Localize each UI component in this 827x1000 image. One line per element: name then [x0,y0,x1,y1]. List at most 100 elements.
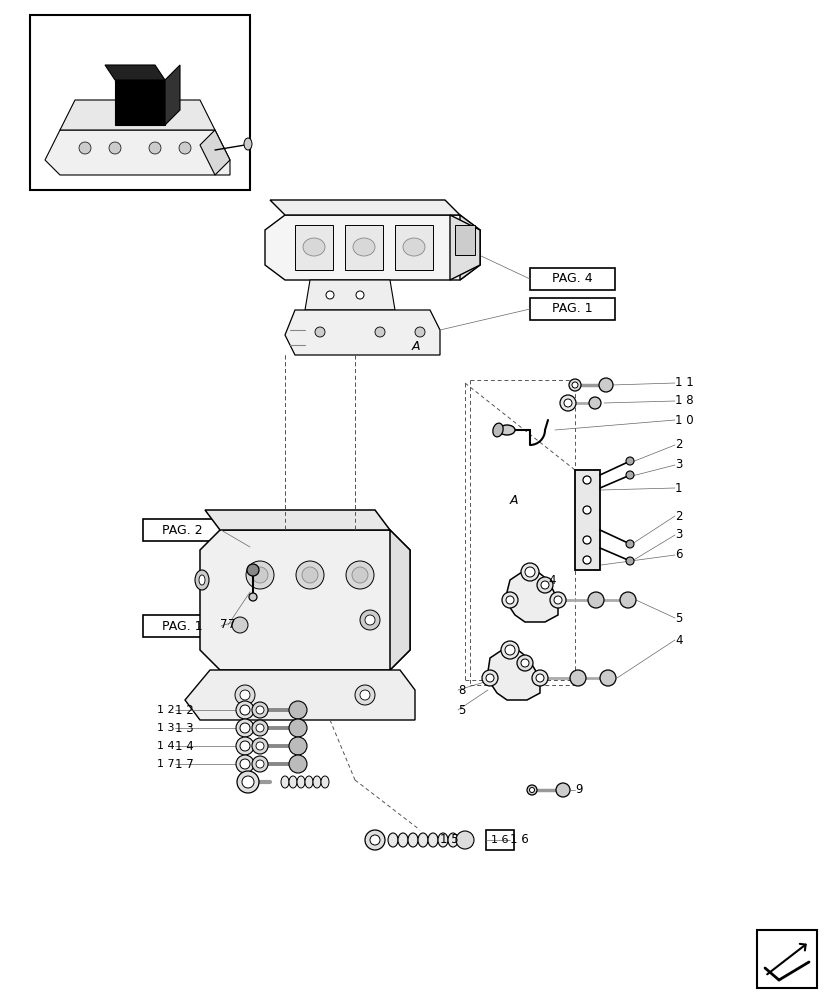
Circle shape [582,506,590,514]
Circle shape [240,759,250,769]
Circle shape [302,567,318,583]
Bar [143,615,221,637]
Text: 1 2: 1 2 [174,704,194,716]
Ellipse shape [418,833,428,847]
Ellipse shape [304,776,313,788]
Ellipse shape [303,238,325,256]
Circle shape [295,561,323,589]
Circle shape [240,723,250,733]
Polygon shape [504,572,557,622]
Ellipse shape [492,423,503,437]
Text: 1 5: 1 5 [439,833,458,846]
Text: 3: 3 [674,528,681,542]
Ellipse shape [244,138,251,150]
Circle shape [251,738,268,754]
Bar [529,268,614,290]
Circle shape [365,615,375,625]
Ellipse shape [289,776,297,788]
Text: 1 4: 1 4 [157,741,174,751]
Text: 1 6: 1 6 [509,833,528,846]
Ellipse shape [313,776,321,788]
Circle shape [236,701,254,719]
Circle shape [582,556,590,564]
Ellipse shape [297,776,304,788]
Text: 1 4: 1 4 [174,740,194,752]
Bar [455,225,475,255]
Text: 1 3: 1 3 [174,722,194,734]
Ellipse shape [403,238,424,256]
Text: 2: 2 [674,438,681,452]
Circle shape [256,742,264,750]
Ellipse shape [280,776,289,788]
Polygon shape [345,225,383,270]
Ellipse shape [398,833,408,847]
Circle shape [537,577,552,593]
Circle shape [246,564,259,576]
Circle shape [256,706,264,714]
Polygon shape [60,100,215,130]
Circle shape [520,659,528,667]
Polygon shape [394,225,433,270]
Circle shape [456,831,473,849]
Circle shape [582,536,590,544]
Circle shape [79,142,91,154]
Circle shape [540,581,548,589]
Circle shape [571,382,577,388]
Circle shape [516,655,533,671]
Ellipse shape [195,570,208,590]
Circle shape [240,741,250,751]
Circle shape [314,327,325,337]
Ellipse shape [321,776,328,788]
Circle shape [588,397,600,409]
Circle shape [563,399,571,407]
Circle shape [555,783,569,797]
Text: 3: 3 [674,458,681,472]
Polygon shape [304,280,394,310]
Circle shape [251,567,268,583]
Text: 1 8: 1 8 [674,394,693,408]
Text: 7: 7 [227,618,235,632]
Polygon shape [574,470,600,570]
Circle shape [500,641,519,659]
Text: PAG. 1: PAG. 1 [552,302,592,316]
Circle shape [179,142,191,154]
Text: 5: 5 [457,704,465,716]
Bar [30,15,250,190]
Circle shape [526,785,537,795]
Text: 5: 5 [674,611,681,624]
Circle shape [289,755,307,773]
Circle shape [149,142,160,154]
Circle shape [246,561,274,589]
Circle shape [501,592,518,608]
Circle shape [351,567,367,583]
Circle shape [625,540,633,548]
Circle shape [587,592,603,608]
Text: 1: 1 [674,482,681,494]
Circle shape [582,476,590,484]
Text: 2: 2 [674,510,681,522]
Circle shape [256,760,264,768]
Ellipse shape [499,425,514,435]
Polygon shape [486,650,539,700]
Circle shape [504,645,514,655]
Circle shape [370,835,380,845]
Circle shape [249,593,256,601]
Text: 9: 9 [574,783,582,796]
Text: 1 7: 1 7 [174,758,194,770]
Circle shape [251,702,268,718]
Circle shape [520,563,538,581]
Polygon shape [105,65,165,80]
Circle shape [109,142,121,154]
Polygon shape [115,80,165,125]
Circle shape [625,457,633,465]
Circle shape [235,685,255,705]
Circle shape [559,395,576,411]
Polygon shape [45,130,230,175]
Text: PAG. 4: PAG. 4 [552,272,592,286]
Circle shape [625,471,633,479]
Circle shape [375,327,385,337]
Polygon shape [270,200,460,215]
Ellipse shape [352,238,375,256]
Circle shape [549,592,566,608]
Circle shape [256,724,264,732]
